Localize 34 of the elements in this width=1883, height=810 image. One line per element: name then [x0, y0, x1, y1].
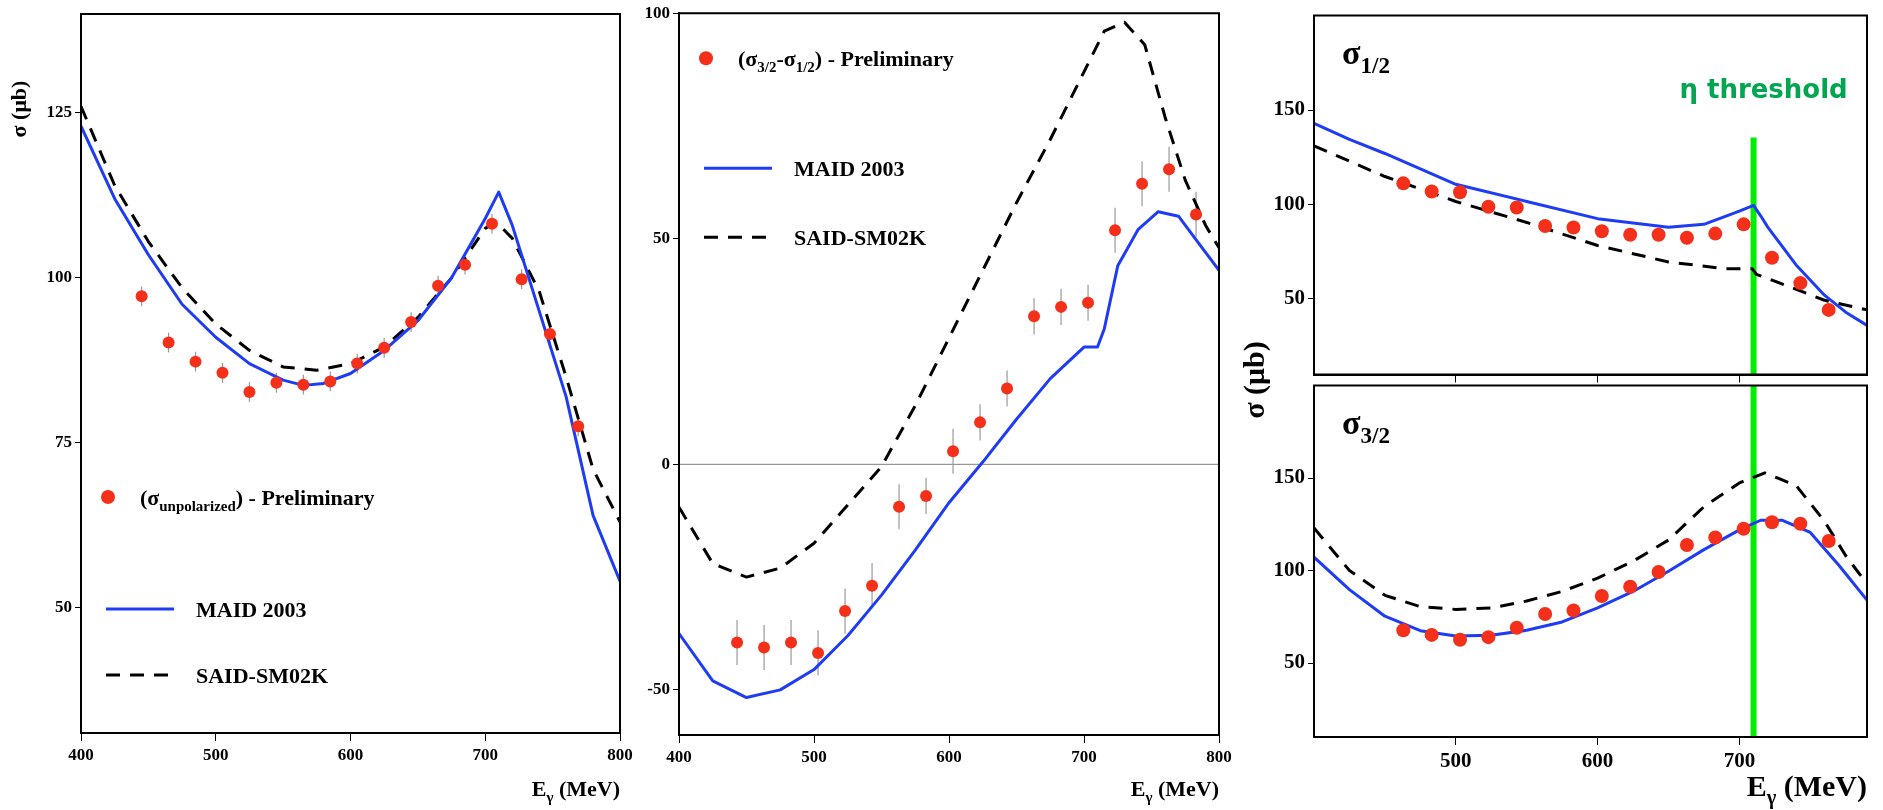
y-tick-label: 50: [1284, 285, 1305, 310]
legend-label: MAID 2003: [196, 597, 307, 622]
y-tick-label: 50: [653, 228, 670, 248]
y-tick-label: 0: [661, 453, 670, 473]
legend-label: MAID 2003: [794, 156, 905, 182]
x-tick-label: 700: [1723, 748, 1756, 773]
y-tick-label: 100: [644, 2, 670, 22]
y-tick-label: 100: [1273, 190, 1305, 215]
y-tick-label: 100: [46, 267, 72, 287]
y-tick-label: 150: [1273, 96, 1305, 121]
x-tick-label: 600: [337, 744, 364, 764]
y-axis-title: σ (μb): [1237, 341, 1271, 419]
x-tick-label: 600: [1581, 748, 1614, 773]
x-tick-label: 500: [801, 746, 827, 766]
y-tick-label: 75: [55, 432, 72, 452]
x-tick-label: 800: [607, 744, 633, 764]
x-tick-label: 800: [1206, 746, 1232, 766]
x-tick-label: 400: [68, 744, 94, 764]
x-tick-label: 700: [472, 744, 498, 764]
x-tick-label: 400: [666, 746, 692, 766]
y-tick-label: 50: [55, 597, 72, 617]
y-tick-label: 50: [1284, 649, 1305, 674]
x-tick-label: 500: [203, 744, 229, 764]
ref-line-label: η threshold: [1679, 73, 1848, 104]
y-tick-label: 100: [1273, 556, 1305, 581]
x-tick-label: 700: [1071, 746, 1097, 766]
y-tick-label: 125: [46, 102, 72, 122]
legend-label: SAID-SM02K: [794, 225, 927, 251]
y-axis-title: σ (μb): [6, 80, 31, 138]
legend-label: SAID-SM02K: [196, 663, 329, 688]
x-tick-label: 600: [936, 746, 962, 766]
y-tick-label: 150: [1273, 464, 1305, 489]
x-tick-label: 500: [1440, 748, 1472, 773]
y-tick-label: -50: [647, 679, 670, 699]
